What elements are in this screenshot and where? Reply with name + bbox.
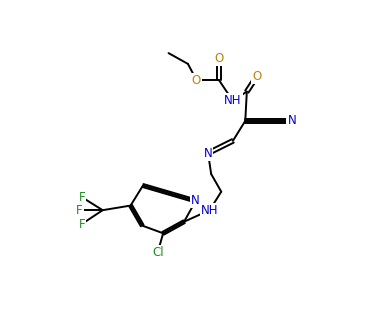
Text: F: F [78, 191, 85, 204]
Text: N: N [204, 147, 213, 160]
Text: N: N [287, 114, 296, 127]
Text: O: O [192, 74, 201, 87]
Text: Cl: Cl [152, 246, 164, 259]
Text: F: F [78, 217, 85, 231]
Text: N: N [191, 195, 200, 207]
Text: F: F [76, 204, 83, 217]
Text: NH: NH [201, 204, 218, 217]
Text: O: O [214, 52, 223, 65]
Text: O: O [252, 70, 261, 83]
Text: NH: NH [224, 95, 242, 107]
